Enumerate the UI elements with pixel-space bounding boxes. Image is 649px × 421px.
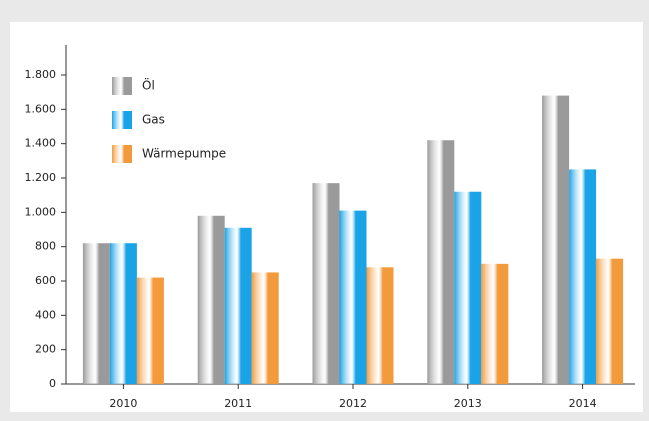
bar [339,210,367,384]
x-tick-label: 2012 [339,397,367,410]
bar [481,263,509,384]
bar [82,243,110,384]
y-tick-label: 0 [49,377,56,390]
y-tick-label: 1.800 [25,68,57,81]
bar [251,272,279,384]
y-tick-label: 200 [35,343,56,356]
legend-swatch [112,77,132,95]
x-tick-label: 2011 [224,397,252,410]
y-tick-label: 1.200 [25,171,57,184]
bar [569,169,597,384]
bar [596,258,624,384]
bar [136,277,164,384]
bar [197,215,225,384]
bar [366,267,394,384]
y-tick-label: 1.600 [25,102,57,115]
legend-text: Gas [142,113,165,127]
bar [427,140,455,384]
legend-text: Wärmepumpe [142,147,226,161]
y-tick-label: 1.400 [25,137,57,150]
bar [454,191,482,384]
y-tick-label: 800 [35,240,56,253]
bar [224,227,252,384]
legend-swatch [112,145,132,163]
x-tick-label: 2014 [569,397,597,410]
bar [312,183,340,384]
y-tick-label: 400 [35,308,56,321]
y-tick-label: 1.000 [25,205,57,218]
x-tick-label: 2010 [109,397,137,410]
y-tick-label: 600 [35,274,56,287]
bar [542,95,570,384]
bar [109,243,137,384]
x-tick-label: 2013 [454,397,482,410]
legend-text: Öl [142,77,155,93]
legend-swatch [112,111,132,129]
